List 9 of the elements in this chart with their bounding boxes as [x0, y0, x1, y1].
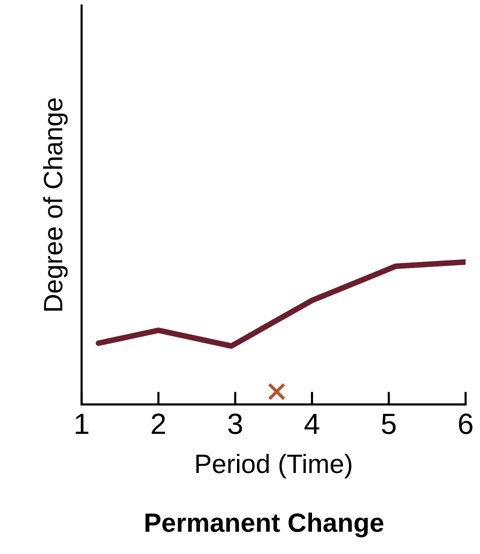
x-tick-label: 1	[76, 414, 88, 434]
x-axis-title: Period (Time)	[196, 454, 352, 478]
y-axis-title: Degree of Change	[43, 98, 68, 311]
x-tick-label: 4	[304, 414, 320, 434]
text: Permanent Change	[146, 512, 384, 538]
x-tick-label: 3	[228, 414, 242, 434]
x-tick-label: 5	[382, 414, 396, 434]
x-tick-label: 6	[458, 414, 472, 434]
x-tick-label: 2	[152, 414, 166, 434]
